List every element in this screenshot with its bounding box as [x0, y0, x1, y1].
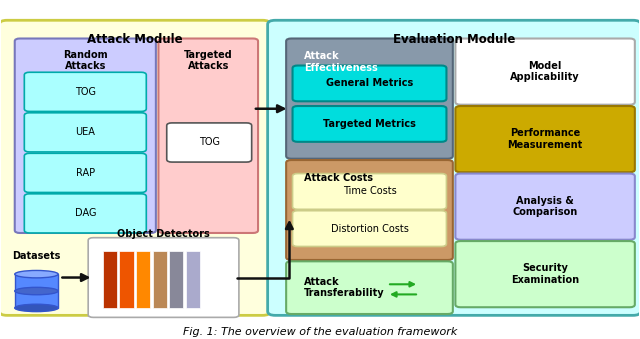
- Text: RAP: RAP: [76, 168, 95, 178]
- FancyBboxPatch shape: [24, 153, 147, 193]
- FancyBboxPatch shape: [24, 72, 147, 112]
- FancyBboxPatch shape: [456, 106, 635, 172]
- Text: Fig. 1: The overview of the evaluation framework: Fig. 1: The overview of the evaluation f…: [183, 326, 457, 337]
- FancyBboxPatch shape: [88, 238, 239, 317]
- Bar: [136, 251, 150, 308]
- FancyBboxPatch shape: [0, 20, 270, 315]
- Text: TOG: TOG: [198, 138, 220, 147]
- Text: TOG: TOG: [75, 87, 96, 97]
- Text: Evaluation Module: Evaluation Module: [393, 33, 515, 46]
- FancyBboxPatch shape: [159, 39, 258, 233]
- Bar: [186, 251, 200, 308]
- Text: Attack Module: Attack Module: [87, 33, 182, 46]
- FancyBboxPatch shape: [456, 174, 635, 240]
- FancyBboxPatch shape: [24, 194, 147, 233]
- Ellipse shape: [15, 271, 58, 278]
- FancyBboxPatch shape: [286, 160, 453, 260]
- Text: Performance
Measurement: Performance Measurement: [508, 128, 583, 150]
- Text: UEA: UEA: [76, 127, 95, 137]
- Text: Time Costs: Time Costs: [342, 186, 396, 196]
- FancyBboxPatch shape: [456, 241, 635, 307]
- Text: DAG: DAG: [75, 208, 96, 218]
- Text: Attack
Effectiveness: Attack Effectiveness: [304, 51, 378, 73]
- Bar: [170, 251, 183, 308]
- Text: Security
Examination: Security Examination: [511, 263, 579, 285]
- Text: Model
Applicability: Model Applicability: [510, 61, 580, 82]
- FancyBboxPatch shape: [24, 113, 147, 152]
- FancyBboxPatch shape: [456, 39, 635, 105]
- Bar: [15, 274, 58, 308]
- Text: Attack Costs: Attack Costs: [304, 173, 373, 183]
- Text: Attack
Transferability: Attack Transferability: [304, 277, 385, 298]
- FancyBboxPatch shape: [15, 39, 156, 233]
- Text: Analysis &
Comparison: Analysis & Comparison: [513, 196, 578, 217]
- Text: Targeted
Attacks: Targeted Attacks: [184, 49, 232, 71]
- Ellipse shape: [15, 304, 58, 312]
- FancyBboxPatch shape: [292, 211, 447, 246]
- FancyBboxPatch shape: [292, 174, 447, 210]
- Text: General Metrics: General Metrics: [326, 78, 413, 88]
- Bar: [103, 251, 117, 308]
- FancyBboxPatch shape: [167, 123, 252, 162]
- Text: Distortion Costs: Distortion Costs: [330, 224, 408, 234]
- FancyBboxPatch shape: [286, 39, 453, 159]
- FancyBboxPatch shape: [292, 106, 447, 142]
- Bar: [153, 251, 167, 308]
- Text: Targeted Metrics: Targeted Metrics: [323, 119, 416, 129]
- Bar: [120, 251, 134, 308]
- FancyBboxPatch shape: [286, 261, 453, 314]
- Text: Datasets: Datasets: [12, 251, 61, 261]
- FancyBboxPatch shape: [268, 20, 640, 315]
- Text: Random
Attacks: Random Attacks: [63, 49, 108, 71]
- FancyBboxPatch shape: [292, 65, 447, 101]
- Text: Object Detectors: Object Detectors: [117, 229, 210, 239]
- Ellipse shape: [15, 287, 58, 295]
